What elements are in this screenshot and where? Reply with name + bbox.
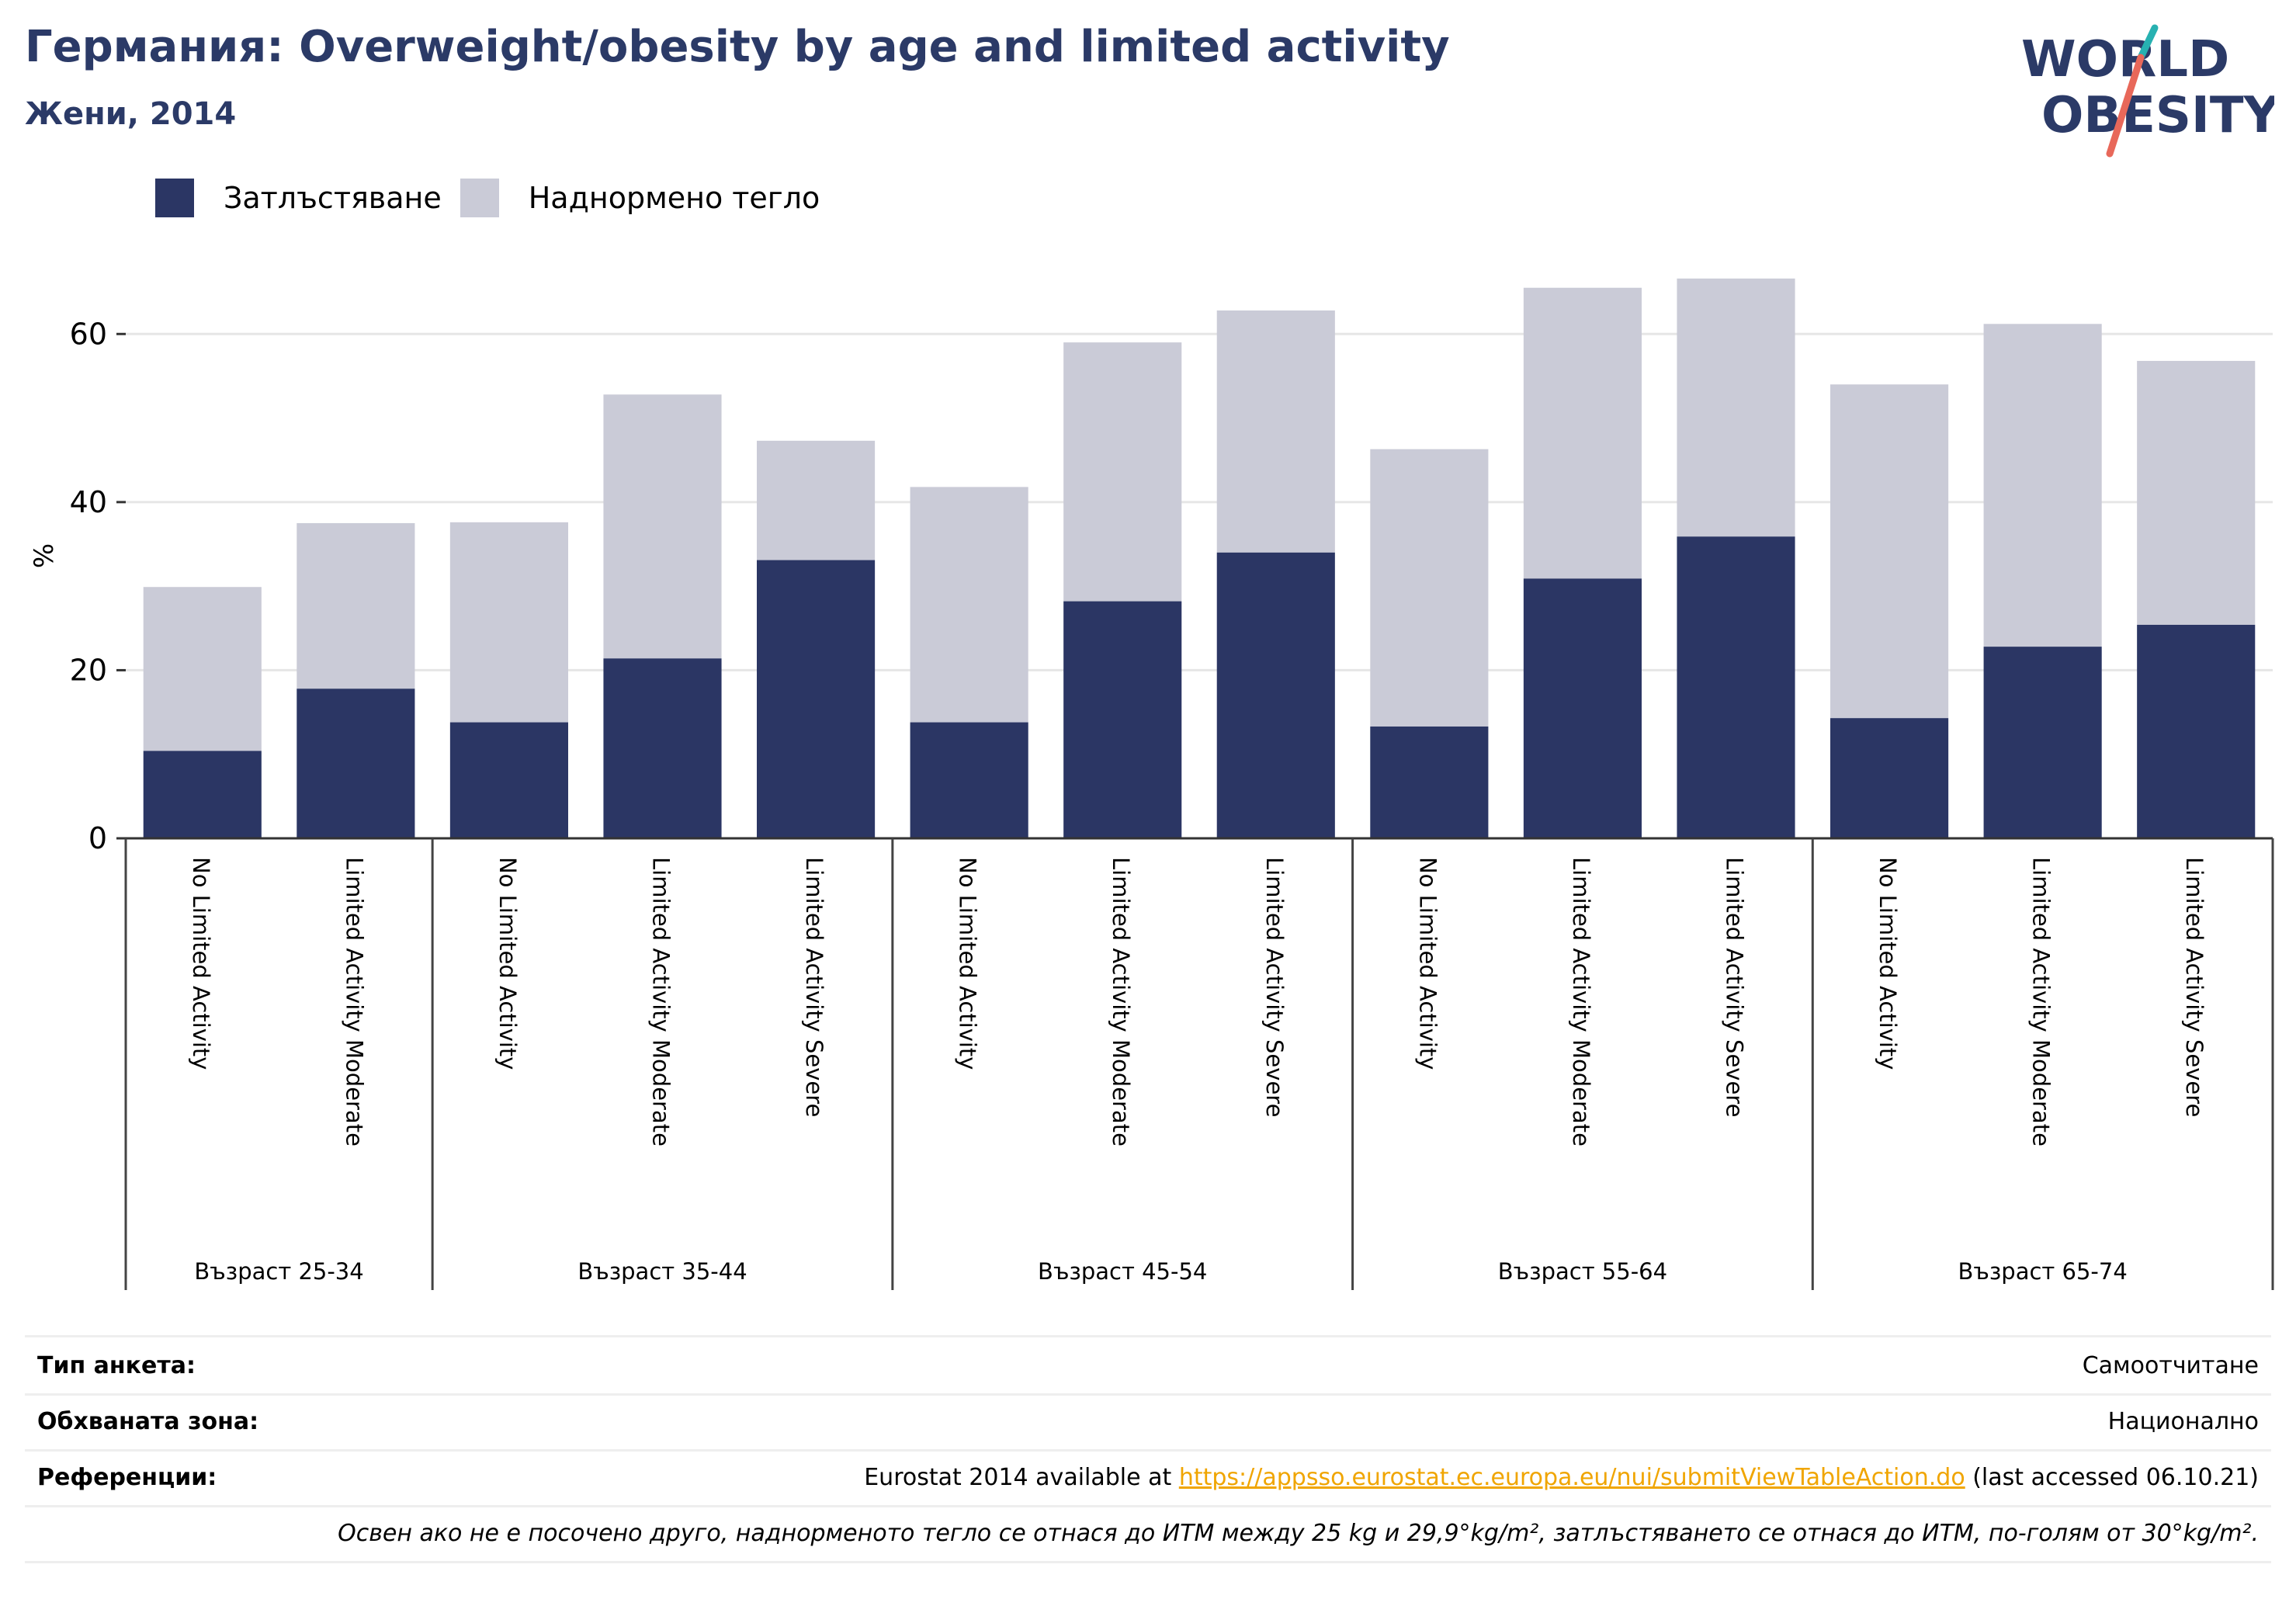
references-value: Eurostat 2014 available at https://appss… bbox=[864, 1464, 2271, 1491]
bar-obesity bbox=[1677, 536, 1795, 838]
coverage-label: Обхваната зона: bbox=[37, 1407, 259, 1435]
bar-overweight bbox=[1063, 342, 1182, 602]
bar-overweight bbox=[1370, 449, 1489, 727]
info-row-references: Референции: Eurostat 2014 available at h… bbox=[25, 1449, 2271, 1507]
x-category-label: No Limited Activity bbox=[188, 857, 214, 1070]
info-row-survey-type: Тип анкета: Самоотчитане bbox=[25, 1337, 2271, 1396]
survey-type-label: Тип анкета: bbox=[37, 1351, 196, 1379]
legend-item-overweight[interactable]: Наднормено тегло bbox=[460, 179, 820, 217]
bar-obesity bbox=[757, 560, 876, 838]
page-title: Германия: Overweight/obesity by age and … bbox=[25, 22, 1450, 72]
info-table: Тип анкета: Самоотчитане Обхваната зона:… bbox=[25, 1335, 2271, 1563]
bar-overweight bbox=[603, 394, 722, 659]
y-tick-label: 0 bbox=[88, 821, 107, 855]
x-category-label: No Limited Activity bbox=[1414, 857, 1441, 1070]
bar-obesity bbox=[1523, 578, 1642, 838]
bar-overweight bbox=[1523, 287, 1642, 579]
bar-overweight bbox=[1677, 278, 1795, 537]
bar-obesity bbox=[603, 658, 722, 838]
bar-overweight bbox=[1830, 384, 1949, 719]
legend-swatch-overweight bbox=[460, 179, 499, 217]
x-group-label: Възраст 45-54 bbox=[1038, 1258, 1207, 1285]
bar-overweight bbox=[757, 440, 876, 560]
legend-label-obesity: Затлъстяване bbox=[224, 181, 442, 215]
x-category-label: Limited Activity Moderate bbox=[1568, 857, 1594, 1146]
x-group-label: Възраст 65-74 bbox=[1958, 1258, 2127, 1285]
survey-type-value: Самоотчитане bbox=[2082, 1351, 2259, 1379]
x-category-label: Limited Activity Moderate bbox=[2028, 857, 2055, 1146]
stacked-bar-chart: 0 20 40 60% No Limited Activity Limited Activ… bbox=[29, 278, 2274, 1290]
x-group-label: Възраст 35-44 bbox=[577, 1258, 747, 1285]
bar-obesity bbox=[1983, 647, 2102, 838]
info-row-coverage: Обхваната зона: Национално bbox=[25, 1393, 2271, 1452]
y-tick-label: 60 bbox=[70, 317, 107, 351]
world-obesity-logo: WORLD OBESITY bbox=[2021, 24, 2274, 158]
info-row-note: Освен ако не е посочено друго, наднормен… bbox=[25, 1505, 2271, 1563]
legend-label-overweight: Наднормено тегло bbox=[528, 181, 820, 215]
logo-slash-teal bbox=[2137, 24, 2159, 61]
bar-overweight bbox=[1216, 310, 1335, 553]
bar-obesity bbox=[910, 722, 1028, 838]
x-category-label: Limited Activity Severe bbox=[2181, 857, 2208, 1117]
coverage-value: Национално bbox=[2107, 1407, 2259, 1435]
x-category-label: Limited Activity Moderate bbox=[1108, 857, 1134, 1146]
bar-obesity bbox=[2137, 624, 2256, 838]
x-category-label: Limited Activity Severe bbox=[1722, 857, 1748, 1117]
bar-obesity bbox=[449, 722, 568, 838]
x-category-label: No Limited Activity bbox=[494, 857, 521, 1070]
logo-slash-coral bbox=[2106, 54, 2145, 158]
bar-obesity bbox=[1063, 601, 1182, 838]
legend-swatch-obesity bbox=[155, 179, 194, 217]
x-category-label: Limited Activity Severe bbox=[801, 857, 827, 1117]
logo-line-obesity: OBESITY bbox=[2041, 87, 2274, 144]
x-category-label: Limited Activity Moderate bbox=[648, 857, 675, 1146]
logo-line-world: WORLD bbox=[2021, 31, 2229, 88]
references-label: Референции: bbox=[37, 1463, 217, 1491]
y-tick-label: 20 bbox=[70, 653, 107, 687]
bar-overweight bbox=[297, 522, 415, 689]
bar-overweight bbox=[143, 587, 262, 751]
y-axis-label: % bbox=[29, 543, 60, 568]
y-tick-label: 40 bbox=[70, 485, 107, 519]
bar-overweight bbox=[1983, 324, 2102, 647]
bar-obesity bbox=[1370, 726, 1489, 838]
x-category-label: No Limited Activity bbox=[955, 857, 981, 1070]
bar-obesity bbox=[297, 689, 415, 838]
references-suffix: (last accessed 06.10.21) bbox=[1965, 1463, 2259, 1491]
page-subtitle: Жени, 2014 bbox=[25, 96, 237, 132]
bar-obesity bbox=[143, 751, 262, 838]
references-prefix: Eurostat 2014 available at bbox=[864, 1463, 1179, 1491]
bar-obesity bbox=[1216, 552, 1335, 838]
definition-note: Освен ако не е посочено друго, наднормен… bbox=[338, 1519, 2259, 1547]
x-category-label: Limited Activity Severe bbox=[1261, 857, 1288, 1117]
x-category-label: No Limited Activity bbox=[1875, 857, 1901, 1070]
bar-overweight bbox=[2137, 360, 2256, 625]
chart-legend: Затлъстяване Наднормено тегло bbox=[155, 179, 838, 217]
x-category-label: Limited Activity Moderate bbox=[341, 857, 367, 1146]
bar-obesity bbox=[1830, 718, 1949, 838]
bar-overweight bbox=[449, 522, 568, 723]
legend-item-obesity[interactable]: Затлъстяване bbox=[155, 179, 442, 217]
references-link[interactable]: https://appsso.eurostat.ec.europa.eu/nui… bbox=[1178, 1463, 1965, 1491]
x-group-label: Възраст 25-34 bbox=[194, 1258, 363, 1285]
x-group-label: Възраст 55-64 bbox=[1498, 1258, 1667, 1285]
bar-overweight bbox=[910, 487, 1028, 723]
